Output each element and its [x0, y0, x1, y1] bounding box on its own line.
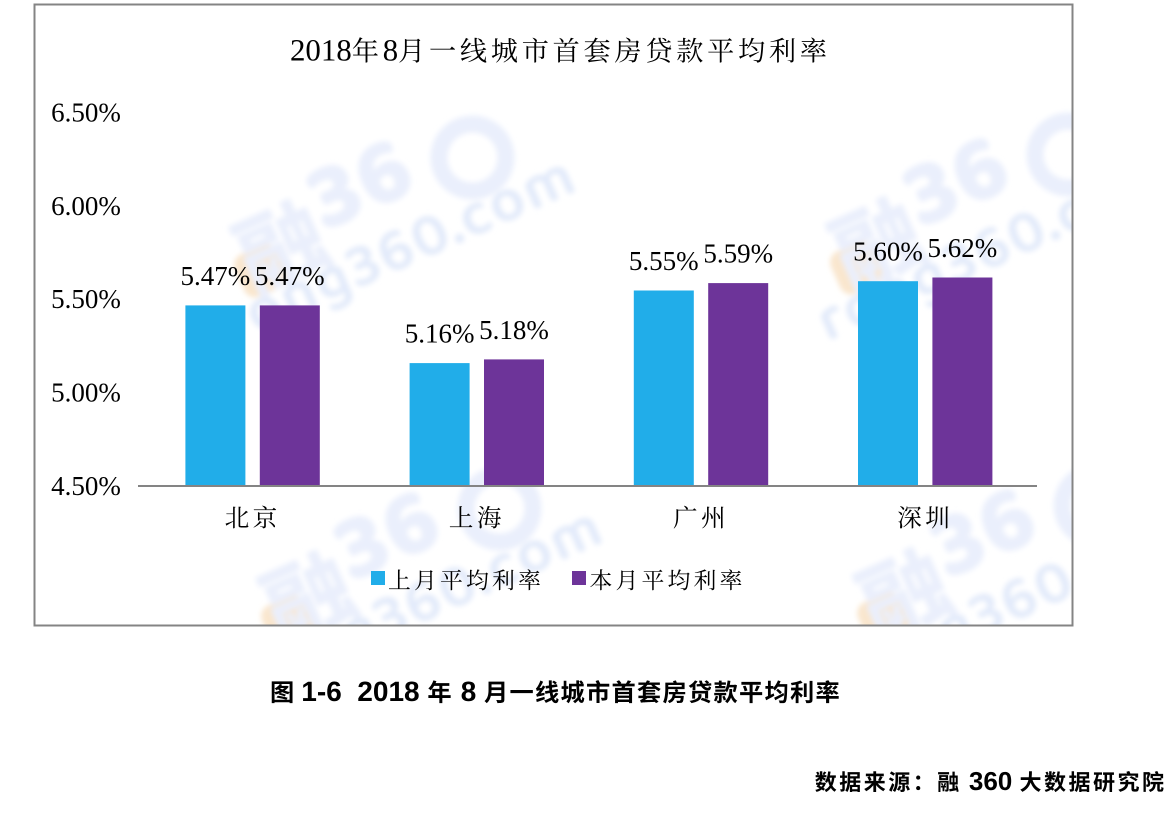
svg-text:5.50%: 5.50% — [51, 284, 121, 314]
svg-text:5.16%: 5.16% — [405, 319, 475, 349]
svg-text:6.50%: 6.50% — [51, 98, 121, 128]
svg-text:5.55%: 5.55% — [629, 246, 699, 276]
svg-text:5.60%: 5.60% — [853, 237, 923, 267]
svg-text:5.18%: 5.18% — [479, 315, 549, 345]
svg-text:5.00%: 5.00% — [51, 378, 121, 408]
svg-text:5.59%: 5.59% — [703, 239, 773, 269]
svg-text:4.50%: 4.50% — [51, 471, 121, 501]
svg-text:5.47%: 5.47% — [255, 261, 325, 291]
svg-text:5.62%: 5.62% — [928, 233, 998, 263]
svg-text:5.47%: 5.47% — [181, 261, 251, 291]
svg-text:6.00%: 6.00% — [51, 191, 121, 221]
